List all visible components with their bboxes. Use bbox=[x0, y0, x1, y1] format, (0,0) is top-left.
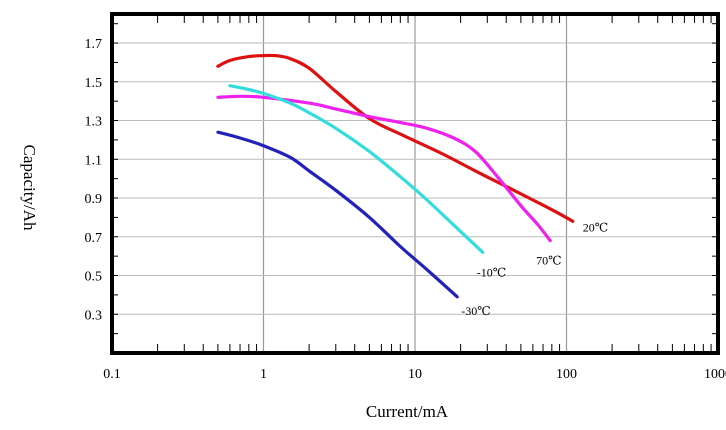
series-line bbox=[216, 53, 575, 223]
y-tick-label: 0.7 bbox=[85, 231, 103, 246]
series-lines bbox=[216, 53, 575, 299]
series-label: -10℃ bbox=[477, 265, 506, 279]
x-tick-label: 100 bbox=[556, 367, 577, 382]
y-tick-label: 1.1 bbox=[85, 153, 103, 168]
x-tick-label: 10 bbox=[408, 367, 422, 382]
series-line bbox=[216, 94, 552, 243]
y-tick-label: 1.7 bbox=[85, 37, 103, 52]
series-label: 20℃ bbox=[583, 220, 608, 234]
plot-frame bbox=[110, 12, 720, 355]
y-tick-label: 1.5 bbox=[85, 76, 103, 91]
grid-lines bbox=[112, 14, 718, 353]
y-tick-label: 1.3 bbox=[85, 115, 103, 130]
y-axis-label: Capacity/Ah bbox=[20, 145, 39, 231]
y-tick-label: 0.9 bbox=[85, 192, 103, 207]
y-tick-label: 0.3 bbox=[85, 308, 103, 323]
x-tick-label: 1 bbox=[260, 367, 267, 382]
x-axis-label: Current/mA bbox=[366, 402, 449, 421]
series-labels: 20℃ 70℃ -10℃ -30℃ bbox=[461, 220, 608, 318]
series-label: 70℃ bbox=[536, 254, 561, 268]
series-line bbox=[216, 130, 459, 299]
x-tick-label: 0.1 bbox=[103, 367, 121, 382]
y-tick-label: 0.5 bbox=[85, 270, 103, 285]
series-label: -30℃ bbox=[461, 304, 490, 318]
series-line bbox=[228, 84, 485, 254]
